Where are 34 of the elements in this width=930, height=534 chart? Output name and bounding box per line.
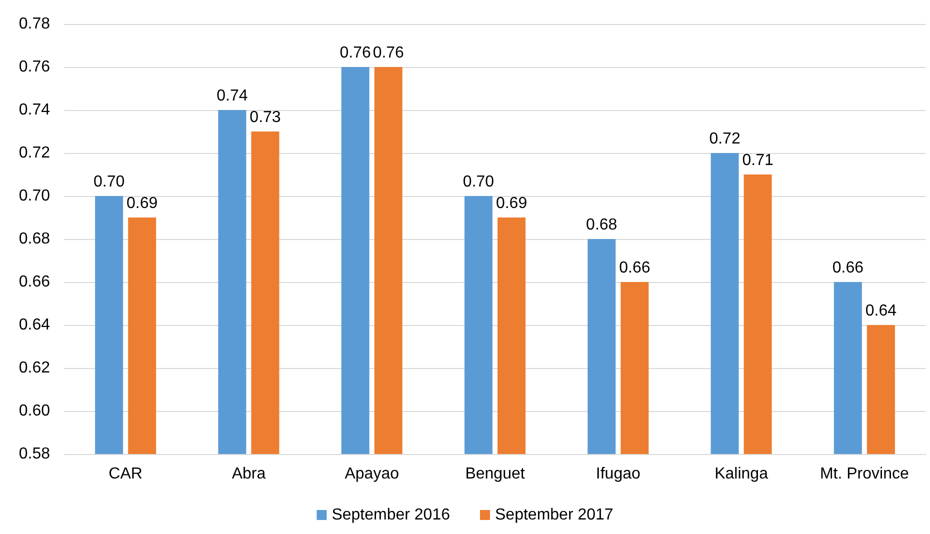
data-label: 0.72 [709, 130, 740, 148]
data-label: 0.64 [865, 302, 897, 320]
data-label: 0.66 [832, 260, 864, 276]
data-label: 0.76 [340, 44, 372, 62]
data-label: 0.69 [496, 195, 528, 212]
x-tick-label: CAR [108, 466, 142, 482]
data-label: 0.68 [586, 216, 618, 234]
x-tick-label: Ifugao [596, 466, 640, 482]
data-label: 0.66 [619, 260, 650, 276]
legend-label: September 2017 [495, 506, 614, 524]
y-tick-label: 0.66 [18, 274, 50, 290]
y-tick-label: 0.60 [18, 402, 50, 420]
y-tick-label: 0.64 [18, 316, 50, 334]
data-label: 0.70 [93, 174, 125, 190]
y-tick-label: 0.70 [18, 188, 50, 204]
data-label: 0.69 [126, 195, 158, 212]
x-tick-label: Kalinga [714, 466, 768, 482]
y-tick-label: 0.78 [18, 16, 50, 32]
y-tick-label: 0.72 [18, 144, 50, 162]
y-tick-label: 0.76 [18, 58, 50, 76]
y-tick-label: 0.62 [18, 360, 50, 376]
data-label: 0.71 [742, 152, 774, 169]
legend-label: September 2016 [332, 506, 450, 524]
y-tick-label: 0.68 [18, 230, 50, 248]
data-label: 0.76 [372, 44, 404, 62]
y-tick-label: 0.58 [18, 446, 50, 462]
x-tick-label: Benguet [465, 466, 526, 482]
data-label: 0.70 [462, 174, 494, 190]
x-tick-label: Apayao [344, 466, 400, 482]
data-label: 0.73 [250, 109, 281, 126]
y-tick-label: 0.74 [18, 102, 50, 118]
x-tick-label: Abra [232, 466, 266, 482]
x-tick-label: Mt. Province [820, 466, 909, 482]
data-label: 0.74 [216, 88, 248, 104]
